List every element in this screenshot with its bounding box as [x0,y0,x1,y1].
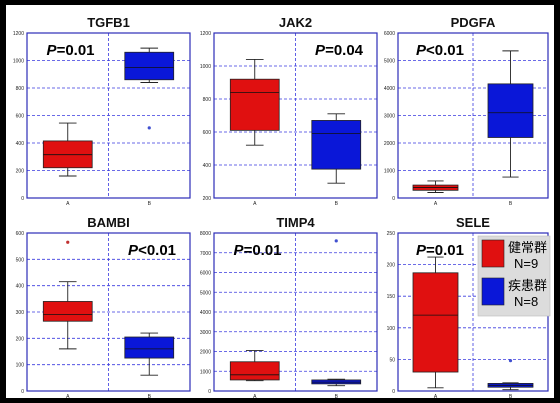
y-tick-label: 3000 [384,114,395,120]
box-b [311,120,362,170]
x-tick-label: B [148,394,152,398]
y-tick-label: 1000 [384,169,395,175]
p-value-label: P<0.01 [128,242,176,259]
y-tick-label: 800 [16,86,25,92]
outlier-point [508,359,513,363]
legend-swatch [481,277,505,306]
y-tick-label: 1000 [200,64,211,70]
y-tick-label: 100 [387,326,396,332]
y-tick-label: 1000 [200,369,211,375]
legend-label: 疾患群 [508,278,547,293]
box-b [487,83,534,138]
y-tick-label: 2000 [384,141,395,147]
plot-frame [213,32,378,199]
plot-frame [213,232,378,392]
y-tick-label: 100 [16,363,25,369]
y-tick-label: 150 [387,294,396,300]
y-tick-label: 0 [21,196,24,202]
panel-sele: 0 50 100 150 200 250 SELE A B P=0.01 [387,215,549,398]
y-tick-label: 200 [203,196,212,202]
x-tick-label: A [253,394,257,398]
y-tick-label: 5000 [384,59,395,65]
y-tick-label: 6000 [384,31,395,37]
y-tick-label: 400 [16,284,25,290]
x-tick-label: B [509,394,513,398]
y-tick-label: 0 [392,389,395,395]
panel-title: TGFB1 [87,15,130,30]
y-tick-label: 250 [387,231,396,237]
panel-title: PDGFA [451,15,496,30]
box-a [42,301,93,322]
y-tick-label: 3000 [200,330,211,336]
y-tick-label: 600 [16,231,25,237]
plot-frame [26,232,191,392]
y-tick-label: 200 [16,336,25,342]
box-b [124,336,175,359]
outlier-point [147,126,151,130]
y-tick-label: 1200 [200,31,211,37]
plot-frame [26,32,191,199]
y-tick-label: 0 [392,196,395,202]
y-tick-label: 4000 [384,86,395,92]
y-tick-label: 500 [16,257,25,263]
p-value-label: P=0.01 [47,42,95,59]
panel-title: SELE [456,215,490,230]
y-tick-label: 1200 [13,31,24,37]
legend-count: N=9 [514,256,538,271]
y-tick-label: 0 [21,389,24,395]
x-tick-label: A [434,201,438,207]
y-tick-label: 600 [16,114,25,120]
panel-timp4: 0 1000 2000 3000 4000 5000 6000 7000 8000 TIMP4 A B… [200,215,378,398]
box-a [229,78,280,131]
y-tick-label: 2000 [200,350,211,356]
y-tick-label: 600 [203,130,212,136]
panel-pdgfa: 0 1000 2000 3000 4000 5000 6000 PDGFA A B P<0.01 [384,15,549,207]
figure-frame: 0 200 400 600 800 1000 1200 TGFB1 A B P=0.01 200 400… [6,5,554,398]
panel-tgfb1: 0 200 400 600 800 1000 1200 TGFB1 A B P=0.01 [13,15,191,207]
x-tick-label: B [509,201,513,207]
x-tick-label: B [335,201,339,207]
x-tick-label: B [335,394,339,398]
p-value-label: P<0.01 [416,42,464,59]
legend-label: 健常群 [508,240,547,255]
box-b [124,51,175,81]
plot-frame [397,32,549,199]
outlier-point [334,239,338,243]
y-tick-label: 4000 [200,310,211,316]
x-tick-label: B [148,201,152,207]
x-tick-label: A [66,394,70,398]
y-tick-label: 400 [16,141,25,147]
p-value-label: P=0.01 [416,242,464,259]
y-tick-label: 0 [208,389,211,395]
x-tick-label: A [434,394,438,398]
y-tick-label: 200 [16,169,25,175]
y-tick-label: 300 [16,310,25,316]
y-tick-label: 5000 [200,290,211,296]
outlier-point [66,240,70,244]
p-value-label: P=0.04 [315,42,364,59]
y-tick-label: 7000 [200,251,211,257]
y-tick-label: 8000 [200,231,211,237]
panel-title: BAMBI [87,215,130,230]
y-tick-label: 1000 [13,59,24,65]
x-tick-label: A [253,201,257,207]
y-tick-label: 200 [387,263,396,269]
panel-bambi: 0 100 200 300 400 500 600 BAMBI A B P<0.01 [16,215,191,398]
box-a [229,361,280,381]
legend-count: N=8 [514,294,538,309]
panel-jak2: 200 400 600 800 1000 1200 JAK2 A B P=0.04 [200,15,378,207]
box-a [412,272,459,373]
x-tick-label: A [66,201,70,207]
panel-title: TIMP4 [276,215,315,230]
legend-swatch [481,239,505,268]
y-tick-label: 400 [203,163,212,169]
y-tick-label: 6000 [200,271,211,277]
panel-title: JAK2 [279,15,312,30]
y-tick-label: 50 [389,357,395,363]
y-tick-label: 800 [203,97,212,103]
p-value-label: P=0.01 [234,242,282,259]
